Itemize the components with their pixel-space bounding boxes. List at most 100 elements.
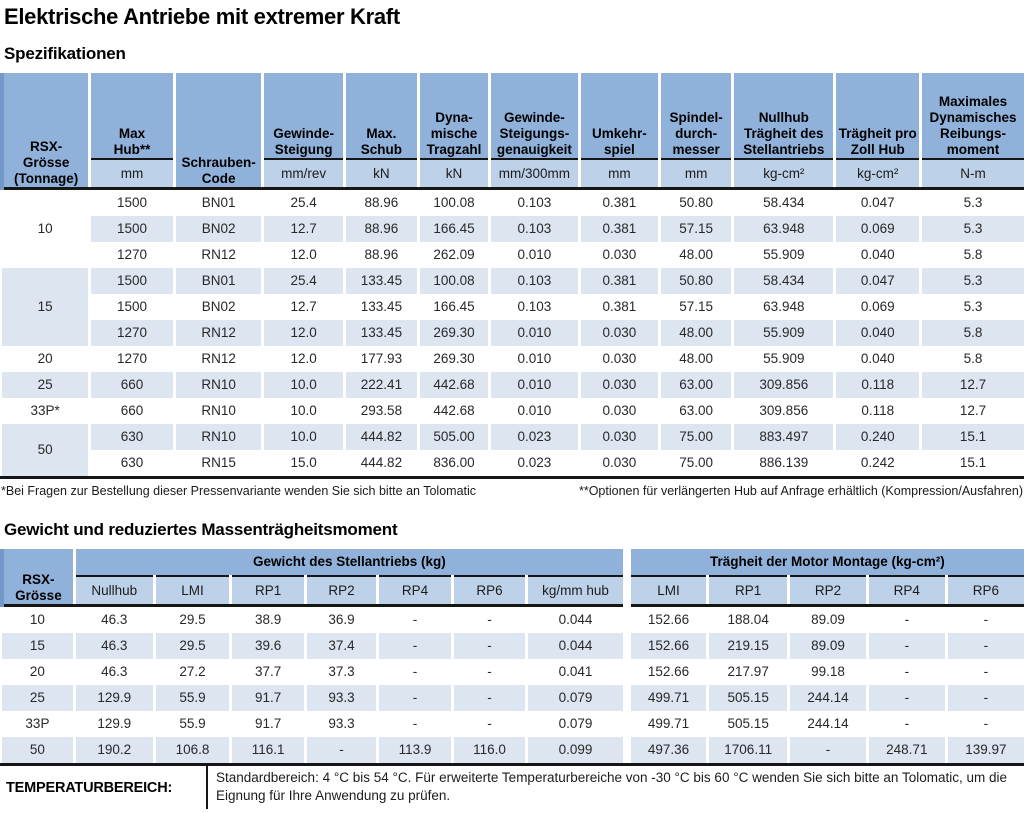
weight-data-cell: 0.099: [525, 737, 627, 763]
spec-data-cell: 50.80: [658, 268, 733, 294]
weight-data-cell: 36.9: [303, 605, 378, 633]
weight-subheader-cell: RP1: [229, 576, 306, 607]
spec-unit-cell: mm: [577, 159, 660, 190]
spec-data-cell: 0.030: [577, 320, 660, 346]
footnotes-row: *Bei Fragen zur Bestellung dieser Presse…: [0, 484, 1024, 498]
inertia-data-cell: 244.14: [787, 711, 868, 737]
spec-data-cell: 0.040: [833, 346, 921, 372]
weight-data-cell: 37.7: [229, 659, 306, 685]
spec-data-cell: 57.15: [658, 216, 733, 242]
spec-data-cell: 0.030: [577, 346, 660, 372]
weight-data-cell: 0.079: [525, 685, 627, 711]
spec-data-cell: 444.82: [342, 450, 419, 476]
spec-data-cell: 58.434: [731, 188, 835, 216]
inertia-data-cell: 188.04: [706, 605, 789, 633]
weight-table: RSX- Grösse Gewicht des Stellantriebs (kg…: [0, 549, 1024, 763]
weight-data-cell: -: [376, 605, 453, 633]
spec-data-cell: 75.00: [658, 450, 733, 476]
spec-data-cell: 0.030: [577, 398, 660, 424]
spec-data-cell: 0.381: [577, 268, 660, 294]
spec-data-cell: 12.7: [261, 216, 345, 242]
spec-data-cell: 63.00: [658, 372, 733, 398]
spec-data-cell: 12.0: [261, 346, 345, 372]
inertia-data-cell: 505.15: [706, 711, 789, 737]
spec-data-cell: 15.1: [919, 450, 1024, 476]
spec-data-cell: 5.8: [919, 242, 1024, 268]
weight-data-cell: -: [376, 633, 453, 659]
spec-data-cell: 12.7: [261, 294, 345, 320]
spec-data-cell: 88.96: [342, 188, 419, 216]
inertia-data-cell: -: [944, 633, 1024, 659]
weight-subheader-cell: RP4: [376, 576, 453, 607]
inertia-group2-header: Trägheit der Motor Montage (kg-cm²): [622, 549, 1024, 577]
inertia-data-cell: 89.09: [787, 633, 868, 659]
spec-data-cell: 293.58: [342, 398, 419, 424]
weight-size-cell: 50: [2, 737, 75, 763]
spec-data-cell: RN12: [172, 242, 263, 268]
spec-data-cell: 0.010: [487, 242, 580, 268]
inertia-data-cell: 244.14: [787, 685, 868, 711]
spec-data-cell: 0.047: [833, 268, 921, 294]
spec-data-cell: 0.242: [833, 450, 921, 476]
inertia-data-cell: 99.18: [787, 659, 868, 685]
inertia-data-cell: 1706.11: [706, 737, 789, 763]
spec-column-header: Dyna- mische Tragzahl: [416, 73, 490, 160]
weight-data-cell: -: [450, 605, 527, 633]
weight-data-cell: 39.6: [229, 633, 306, 659]
weight-data-cell: 106.8: [152, 737, 231, 763]
inertia-subheader-cell: RP4: [865, 576, 947, 607]
inertia-data-cell: -: [865, 711, 947, 737]
spec-data-cell: 0.030: [577, 242, 660, 268]
spec-data-cell: 5.3: [919, 268, 1024, 294]
weight-table-wrapper: RSX- Grösse Gewicht des Stellantriebs (kg…: [0, 549, 1024, 763]
spec-data-cell: 0.047: [833, 188, 921, 216]
spec-data-cell: 58.434: [731, 268, 835, 294]
spec-data-cell: 166.45: [416, 294, 490, 320]
weight-data-cell: 46.3: [72, 605, 155, 633]
inertia-data-cell: -: [865, 605, 947, 633]
inertia-data-cell: 505.15: [706, 685, 789, 711]
weight-size-cell: 20: [29, 664, 45, 680]
inertia-subheader-cell: RP6: [944, 576, 1024, 607]
spec-data-cell: 1270: [88, 346, 175, 372]
spec-data-cell: 309.856: [731, 398, 835, 424]
spec-data-cell: 10.0: [261, 424, 345, 450]
spec-data-cell: 50.80: [658, 188, 733, 216]
spec-column-header: Spindel- durch- messer: [658, 73, 733, 160]
spec-data-cell: 0.030: [577, 372, 660, 398]
spec-data-cell: 444.82: [342, 424, 419, 450]
spec-section-title: Spezifikationen: [4, 44, 126, 63]
spec-data-cell: 0.040: [833, 242, 921, 268]
inertia-data-cell: 219.15: [706, 633, 789, 659]
spec-data-cell: 0.030: [577, 450, 660, 476]
spec-data-cell: 0.381: [577, 294, 660, 320]
spec-data-cell: 133.45: [342, 294, 419, 320]
spec-data-cell: 25.4: [261, 188, 345, 216]
spec-data-cell: 0.069: [833, 294, 921, 320]
weight-data-cell: 91.7: [229, 685, 306, 711]
spec-data-cell: 630: [88, 424, 175, 450]
spec-data-cell: 0.103: [487, 216, 580, 242]
spec-data-cell: 5.3: [919, 216, 1024, 242]
spec-data-cell: 55.909: [731, 320, 835, 346]
spec-data-cell: BN01: [172, 188, 263, 216]
spec-data-cell: 57.15: [658, 294, 733, 320]
spec-data-cell: RN10: [172, 398, 263, 424]
main-title: Elektrische Antriebe mit extremer Kraft: [4, 4, 400, 29]
inertia-data-cell: -: [787, 737, 868, 763]
spec-unit-cell: mm: [658, 159, 733, 190]
inertia-data-cell: -: [944, 605, 1024, 633]
weight-data-cell: 37.3: [303, 659, 378, 685]
spec-data-cell: 15.0: [261, 450, 345, 476]
weight-subheader-cell: RP2: [303, 576, 378, 607]
spec-data-cell: 0.010: [487, 372, 580, 398]
weight-section-title: Gewicht und reduziertes Massenträgheitsm…: [4, 520, 398, 539]
weight-data-cell: 93.3: [303, 685, 378, 711]
spec-data-cell: 1500: [88, 216, 175, 242]
spec-column-header: Gewinde- Steigung: [261, 73, 345, 160]
weight-data-cell: 0.044: [525, 633, 627, 659]
spec-data-cell: 5.8: [919, 346, 1024, 372]
spec-data-cell: 0.240: [833, 424, 921, 450]
spec-data-cell: 442.68: [416, 398, 490, 424]
inertia-subheader-cell: RP2: [787, 576, 868, 607]
